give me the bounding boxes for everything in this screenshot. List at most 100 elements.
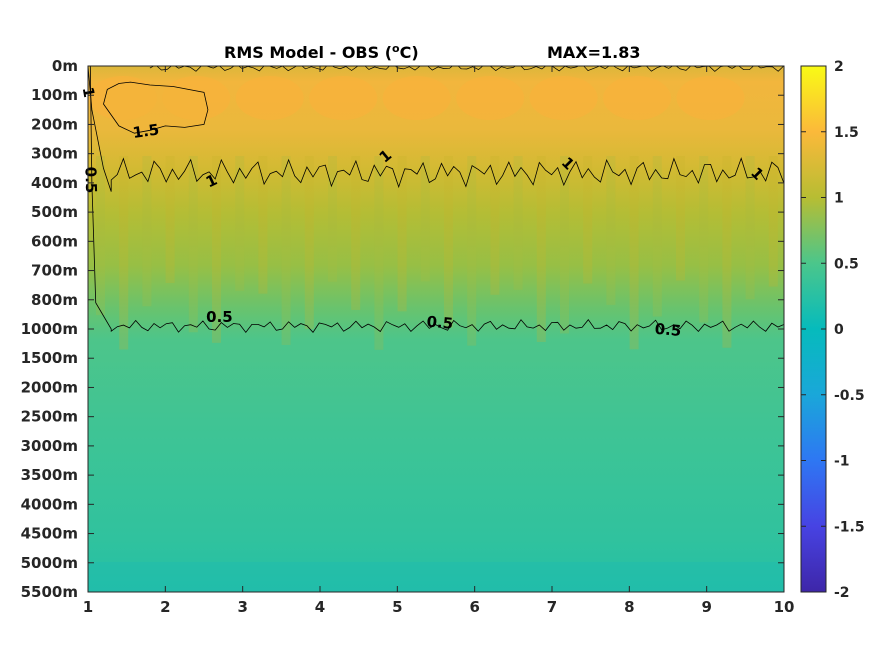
x-tick-label: 2 [160, 598, 170, 616]
colorbar-tick-label: -1.5 [834, 519, 865, 535]
heatmap-stripe [699, 156, 709, 323]
heatmap-stripe [676, 156, 685, 281]
heatmap-stripe [490, 156, 500, 295]
heatmap-stripe [351, 156, 361, 310]
x-axis: 1 2 3 4 5 6 7 8 9 10 [83, 66, 795, 616]
colorbar-tick-label: -1 [834, 454, 850, 470]
heatmap-stripe [560, 156, 569, 334]
y-tick-label: 4500m [21, 525, 78, 543]
heatmap-stripe [768, 156, 778, 287]
contour-line-1-5 [103, 81, 209, 134]
heatmap-bottom-band [88, 562, 784, 592]
contour-label: 0.5 [654, 320, 682, 340]
y-tick-label: 700m [31, 262, 78, 280]
heatmap-stripe [536, 156, 546, 342]
heatmap-field [88, 66, 784, 592]
x-tick-label: 9 [701, 598, 711, 616]
heatmap-stripe [304, 156, 314, 329]
heatmap-warm-blob [309, 76, 378, 120]
y-tick-label: 1000m [21, 320, 78, 338]
colorbar-tick-label: 1 [834, 191, 844, 207]
heatmap-stripe [188, 156, 198, 333]
chart-title-main: RMS Model - OBS ( [224, 43, 392, 62]
y-tick-label: 600m [31, 232, 78, 250]
y-tick-label: 100m [31, 86, 78, 104]
y-tick-label: 4000m [21, 495, 78, 513]
y-axis: 0m 100m 200m 300m 400m 500m 600m 700m 800m 1000m 1… [21, 57, 784, 601]
heatmap-stripe [513, 156, 523, 290]
heatmap-stripe [583, 156, 593, 284]
colorbar-tick-label: 0.5 [834, 256, 859, 272]
heatmap-stripe [629, 156, 639, 350]
heatmap-stripe [235, 156, 245, 291]
colorbar: 2 1.5 1 0.5 0 -0.5 -1 -1.5 -2 [800, 59, 865, 601]
colorbar-ticks: 2 1.5 1 0.5 0 -0.5 -1 -1.5 -2 [801, 59, 865, 601]
heatmap-stripes [88, 76, 784, 592]
heatmap-stripe [374, 156, 384, 350]
heatmap-stripe [212, 156, 221, 343]
x-tick-label: 5 [392, 598, 402, 616]
colorbar-tick-label: 0 [834, 322, 844, 338]
heatmap-warm-blob [235, 76, 304, 120]
chart-title: RMS Model - OBS (oC) [224, 42, 419, 62]
y-tick-label: 0m [52, 57, 78, 75]
colorbar-tick-label: -0.5 [834, 388, 865, 404]
contour-label: 0.5 [206, 308, 233, 326]
heatmap-stripe [420, 156, 430, 282]
heatmap-stripe [397, 156, 407, 312]
colorbar-tick-label: -2 [834, 585, 850, 601]
y-tick-label: 400m [31, 174, 78, 192]
contour-lines [88, 66, 784, 334]
contour-line-1 [88, 66, 784, 192]
heatmap-warm-blob [529, 76, 598, 120]
heatmap-stripe [467, 156, 477, 346]
y-tick-label: 500m [31, 203, 78, 221]
y-tick-label: 3500m [21, 466, 78, 484]
x-tick-label: 7 [547, 598, 557, 616]
contour-label: 0.5 [426, 313, 454, 333]
contour-line-0-5 [89, 66, 784, 334]
y-tick-label: 2500m [21, 408, 78, 426]
heatmap-stripe [328, 156, 337, 282]
y-tick-label: 1500m [21, 349, 78, 367]
contour-label: 0.5 [81, 166, 100, 193]
heatmap-warm-blob [382, 76, 451, 120]
y-tick-label: 2000m [21, 378, 78, 396]
heatmap-stripe [745, 156, 755, 300]
heatmap-stripe [96, 156, 105, 316]
heatmap-warm-blob [676, 76, 745, 120]
plot-area: 11.50.5 11 110.5 0.5 0.5 [79, 65, 785, 593]
heatmap-warm-blob [456, 76, 525, 120]
heatmap-stripe [142, 156, 152, 307]
heatmap-stripe [444, 156, 453, 328]
y-tick-label: 5500m [21, 583, 78, 601]
x-tick-label: 3 [237, 598, 247, 616]
x-tick-label: 1 [83, 598, 93, 616]
chart-title-unit-tail: C) [400, 43, 419, 62]
chart-title-unit-sup: o [392, 42, 400, 55]
y-tick-label: 800m [31, 291, 78, 309]
contour-line-top [149, 66, 784, 72]
heatmap-stripe [165, 156, 175, 283]
heatmap-stripe [652, 156, 662, 317]
heatmap-stripe [722, 156, 732, 348]
y-tick-label: 300m [31, 145, 78, 163]
max-value-label: MAX=1.83 [547, 43, 641, 62]
y-tick-label: 5000m [21, 554, 78, 572]
x-tick-label: 6 [469, 598, 479, 616]
colorbar-tick-label: 1.5 [834, 125, 859, 141]
heatmap-warm-blob [603, 76, 672, 120]
x-tick-label: 4 [315, 598, 325, 616]
x-tick-label: 10 [774, 598, 795, 616]
x-tick-label: 8 [624, 598, 634, 616]
y-tick-label: 200m [31, 115, 78, 133]
heatmap-stripe [258, 156, 268, 294]
heatmap-stripe [606, 156, 616, 305]
y-tick-label: 3000m [21, 437, 78, 455]
heatmap-stripe [119, 156, 129, 350]
contour-label: 1.5 [132, 120, 161, 142]
heatmap-stripe [281, 156, 291, 345]
colorbar-tick-label: 2 [834, 59, 844, 75]
